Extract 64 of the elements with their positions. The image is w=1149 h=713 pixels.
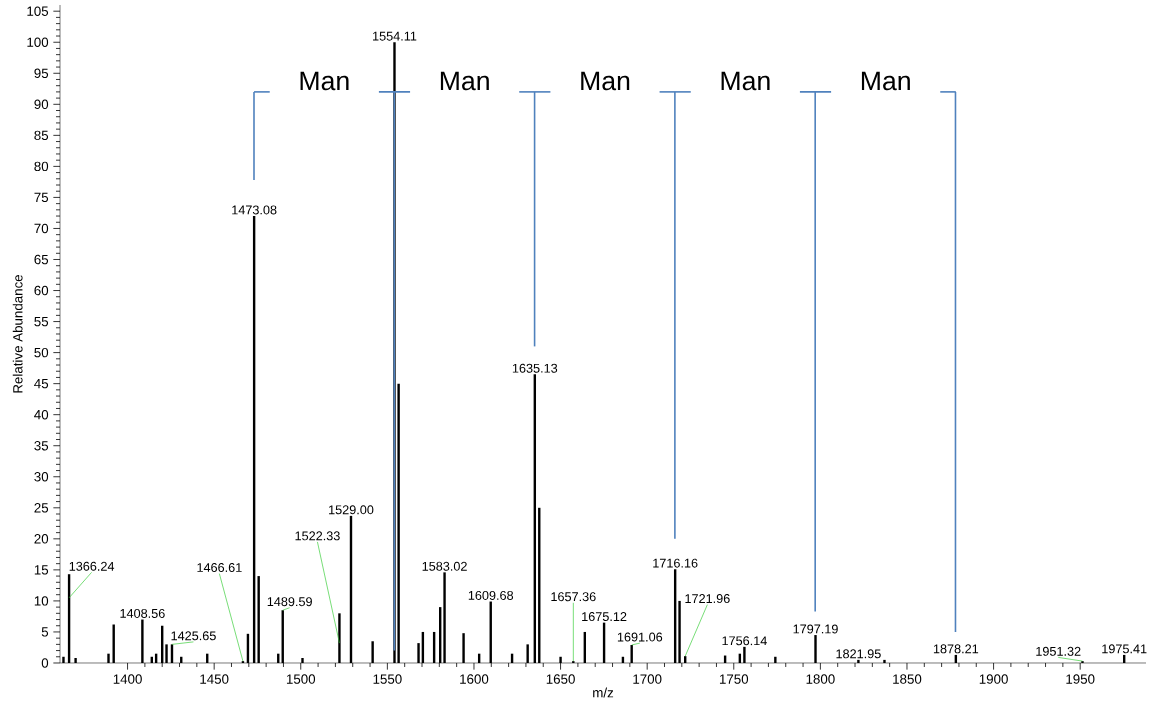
x-tick-label: 1800	[806, 674, 835, 684]
y-tick-label: 65	[34, 254, 49, 265]
y-tick-label: 30	[34, 472, 49, 482]
annotation: 1797.19	[793, 624, 838, 634]
y-tick-label: 70	[34, 223, 49, 234]
y-tick-label: 10	[34, 596, 49, 606]
y-tick-label: 95	[34, 68, 49, 78]
x-tick-label: 1550	[373, 674, 402, 684]
x-tick-label: 1500	[286, 674, 316, 684]
annotation: 1635.13	[512, 363, 558, 373]
annotation: 1657.36	[551, 592, 596, 602]
x-tick-label: 1750	[719, 674, 749, 684]
y-tick-label: 0	[41, 658, 49, 668]
annotation: 1609.68	[468, 590, 514, 600]
annotation: Man	[581, 71, 630, 91]
y-tick-label: 100	[27, 37, 49, 47]
x-tick-label: 1900	[979, 674, 1008, 684]
annotation: 1721.96	[685, 594, 730, 604]
y-tick-label: 20	[34, 534, 49, 544]
y-tick-label: 5	[41, 627, 49, 637]
annotation: 1878.21	[933, 644, 979, 654]
annotation: Man	[440, 71, 489, 91]
annotation: 1408.56	[120, 608, 165, 618]
annotation: 1975.41	[1102, 644, 1147, 654]
x-tick-label: 1650	[546, 674, 575, 684]
annotation: 1522.33	[295, 531, 340, 541]
annotation: 1473.08	[232, 205, 277, 215]
x-tick-label: 1700	[633, 674, 662, 684]
y-tick-label: 25	[34, 503, 49, 513]
y-tick-label: 40	[34, 409, 49, 420]
annotation: 1466.61	[197, 563, 242, 572]
annotation: 1756.14	[722, 636, 767, 646]
annotation: 1425.65	[171, 631, 216, 641]
annotation: 1716.16	[653, 558, 698, 568]
annotation: Man	[721, 71, 770, 91]
x-tick-label: 1400	[113, 674, 142, 684]
y-tick-label: 50	[34, 347, 49, 358]
x-tick-label: 1850	[893, 674, 922, 684]
x-tick-label: 1600	[460, 674, 489, 684]
x-tick-label: 1450	[200, 674, 229, 684]
y-tick-label: 80	[34, 161, 49, 172]
y-tick-label: 60	[34, 285, 49, 296]
y-tick-label: 15	[34, 565, 49, 575]
annotation: 1691.06	[617, 632, 663, 642]
annotation: 1489.59	[267, 597, 312, 607]
x-axis-title: m/z	[593, 687, 614, 698]
annotation: 1583.02	[422, 561, 467, 571]
annotation: Man	[861, 71, 910, 91]
annotation: 1529.00	[329, 505, 374, 515]
annotation: 1366.24	[69, 561, 115, 571]
annotation: 1951.32	[1036, 646, 1081, 656]
y-tick-label: 45	[34, 378, 49, 389]
y-tick-label: 105	[27, 6, 49, 16]
annotation: Man	[300, 71, 349, 91]
annotation: 1554.11	[373, 31, 417, 41]
y-tick-label: 35	[34, 441, 49, 451]
annotation: 1675.12	[582, 612, 627, 622]
y-tick-label: 75	[34, 192, 49, 203]
x-tick-label: 1950	[1066, 674, 1095, 684]
annotation: 1821.95	[836, 649, 881, 659]
y-tick-label: 90	[34, 99, 49, 110]
y-tick-label: 55	[34, 316, 49, 327]
y-axis-title: Relative Abundance	[12, 274, 23, 393]
y-tick-label: 85	[34, 130, 49, 141]
